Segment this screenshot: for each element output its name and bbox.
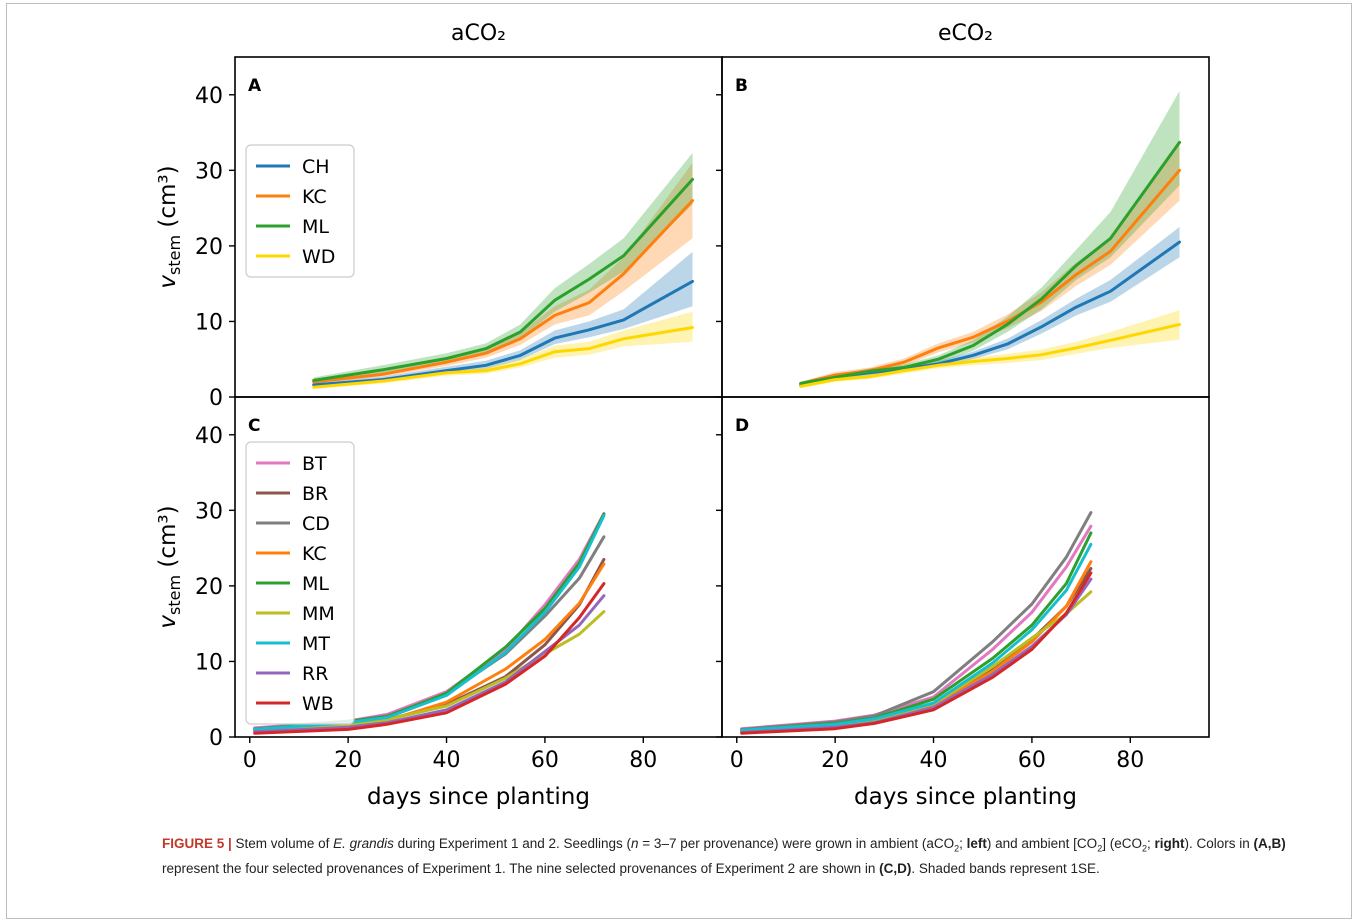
caption-text: Stem volume of <box>231 836 334 851</box>
panel-label: B <box>735 76 748 96</box>
x-tick-label: 60 <box>1018 748 1046 773</box>
legend-label-ml: ML <box>302 216 329 238</box>
se-band-kc <box>800 140 1180 385</box>
series-line-wb <box>253 582 606 735</box>
caption-text: = 3–7 per provenance) were grown in ambi… <box>638 836 955 851</box>
legend-label-wd: WD <box>302 246 335 268</box>
x-tick-label: 20 <box>821 748 849 773</box>
caption-subscript: 2 <box>1097 843 1103 854</box>
y-tick-label: 30 <box>195 499 223 524</box>
series-line-mm <box>253 610 606 732</box>
series-line-kc <box>312 199 694 384</box>
caption-text: during Experiment 1 and 2. Seedlings ( <box>393 836 632 851</box>
panel-c: vstem (cm³) <box>155 396 723 743</box>
legend-label-kc: KC <box>302 186 327 208</box>
panel-frame <box>721 396 1210 738</box>
column-title: aCO₂ <box>451 21 506 46</box>
caption-right: right <box>1154 836 1185 851</box>
x-tick-label: 0 <box>243 748 257 773</box>
series-line-mm <box>740 590 1093 733</box>
panel-label: A <box>248 76 262 96</box>
y-axis-label: vstem (cm³) <box>155 505 184 628</box>
panel-d <box>716 396 1210 743</box>
caption-subscript: 2 <box>954 843 960 854</box>
x-axis-label: days since planting <box>854 784 1077 810</box>
y-tick-label: 10 <box>195 310 223 335</box>
caption-text: ). Colors in <box>1184 836 1254 851</box>
series-line-ch <box>312 279 694 387</box>
caption-text: . Shaded bands represent 1SE. <box>911 860 1100 876</box>
caption-text: ; <box>959 836 967 851</box>
series-line-mt <box>253 514 606 731</box>
panel-b <box>716 56 1210 398</box>
x-tick-label: 80 <box>629 748 657 773</box>
x-tick-label: 40 <box>920 748 948 773</box>
caption-text: ) and ambient [CO <box>986 836 1098 851</box>
figure-caption: FIGURE 5 | Stem volume of E. grandis dur… <box>162 834 1342 879</box>
x-tick-label: 0 <box>730 748 744 773</box>
legend-box <box>245 441 355 725</box>
caption-figure-label: FIGURE 5 | <box>162 836 232 851</box>
x-tick-label: 40 <box>433 748 461 773</box>
caption-left: left <box>966 836 987 851</box>
series-line-wd <box>312 326 694 389</box>
caption-species: E. grandis <box>333 836 394 851</box>
legend-label-cd: CD <box>302 513 330 535</box>
column-title: eCO₂ <box>938 21 993 46</box>
legend-label-kc: KC <box>302 543 327 565</box>
legend-label-bt: BT <box>302 453 327 475</box>
y-tick-label: 0 <box>209 726 223 751</box>
series-line-rr <box>253 594 606 734</box>
series-line-ml <box>799 140 1181 385</box>
legend-label-ch: CH <box>302 156 330 178</box>
caption-text: ] (eCO <box>1102 836 1142 851</box>
panel-label: D <box>735 416 749 436</box>
y-tick-label: 30 <box>195 159 223 184</box>
legend-label-wb: WB <box>302 693 334 715</box>
series-line-wb <box>740 571 1093 735</box>
legend-label-rr: RR <box>302 663 328 685</box>
figure-chart: aCO₂ eCO₂ vstem (cm³) A 0 10 20 30 40 CH KC ML WD Bvs… <box>155 21 1210 810</box>
legend-label-br: BR <box>302 483 328 505</box>
caption-panel-ref-ab: (A,B) <box>1253 836 1286 851</box>
series-line-wd <box>799 323 1181 388</box>
legend-label-mt: MT <box>302 633 330 655</box>
y-axis-label: vstem (cm³) <box>155 165 184 288</box>
se-band-ml <box>800 91 1180 385</box>
x-tick-label: 20 <box>334 748 362 773</box>
caption-text: ; <box>1146 836 1155 851</box>
caption-text: represent the four selected provenances … <box>162 860 880 876</box>
legend-label-ml: ML <box>302 573 329 595</box>
panel-label: C <box>248 416 260 436</box>
x-tick-label: 60 <box>531 748 559 773</box>
series-line-ml <box>312 177 694 382</box>
caption-n: n <box>631 836 639 851</box>
y-tick-label: 20 <box>195 235 223 260</box>
x-axis-label: days since planting <box>367 784 590 810</box>
y-tick-label: 40 <box>195 424 223 449</box>
y-tick-label: 20 <box>195 575 223 600</box>
legend-label-mm: MM <box>302 603 335 625</box>
x-tick-label: 80 <box>1116 748 1144 773</box>
caption-subscript: 2 <box>1141 843 1147 854</box>
series-line-cd <box>740 511 1093 731</box>
y-tick-label: 10 <box>195 650 223 675</box>
caption-panel-ref-cd: (C,D) <box>879 860 912 876</box>
se-band-ml <box>313 153 693 383</box>
se-band-kc <box>313 162 693 384</box>
y-tick-label: 40 <box>195 84 223 109</box>
figure-frame <box>6 3 1352 919</box>
series-line-mt <box>740 542 1093 732</box>
y-tick-label: 0 <box>209 386 223 411</box>
panel-a: vstem (cm³) <box>155 56 723 398</box>
legend-box <box>245 144 355 278</box>
